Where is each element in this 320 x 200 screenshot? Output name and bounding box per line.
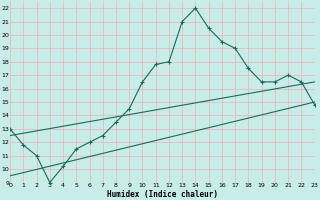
X-axis label: Humidex (Indice chaleur): Humidex (Indice chaleur) — [107, 190, 218, 199]
